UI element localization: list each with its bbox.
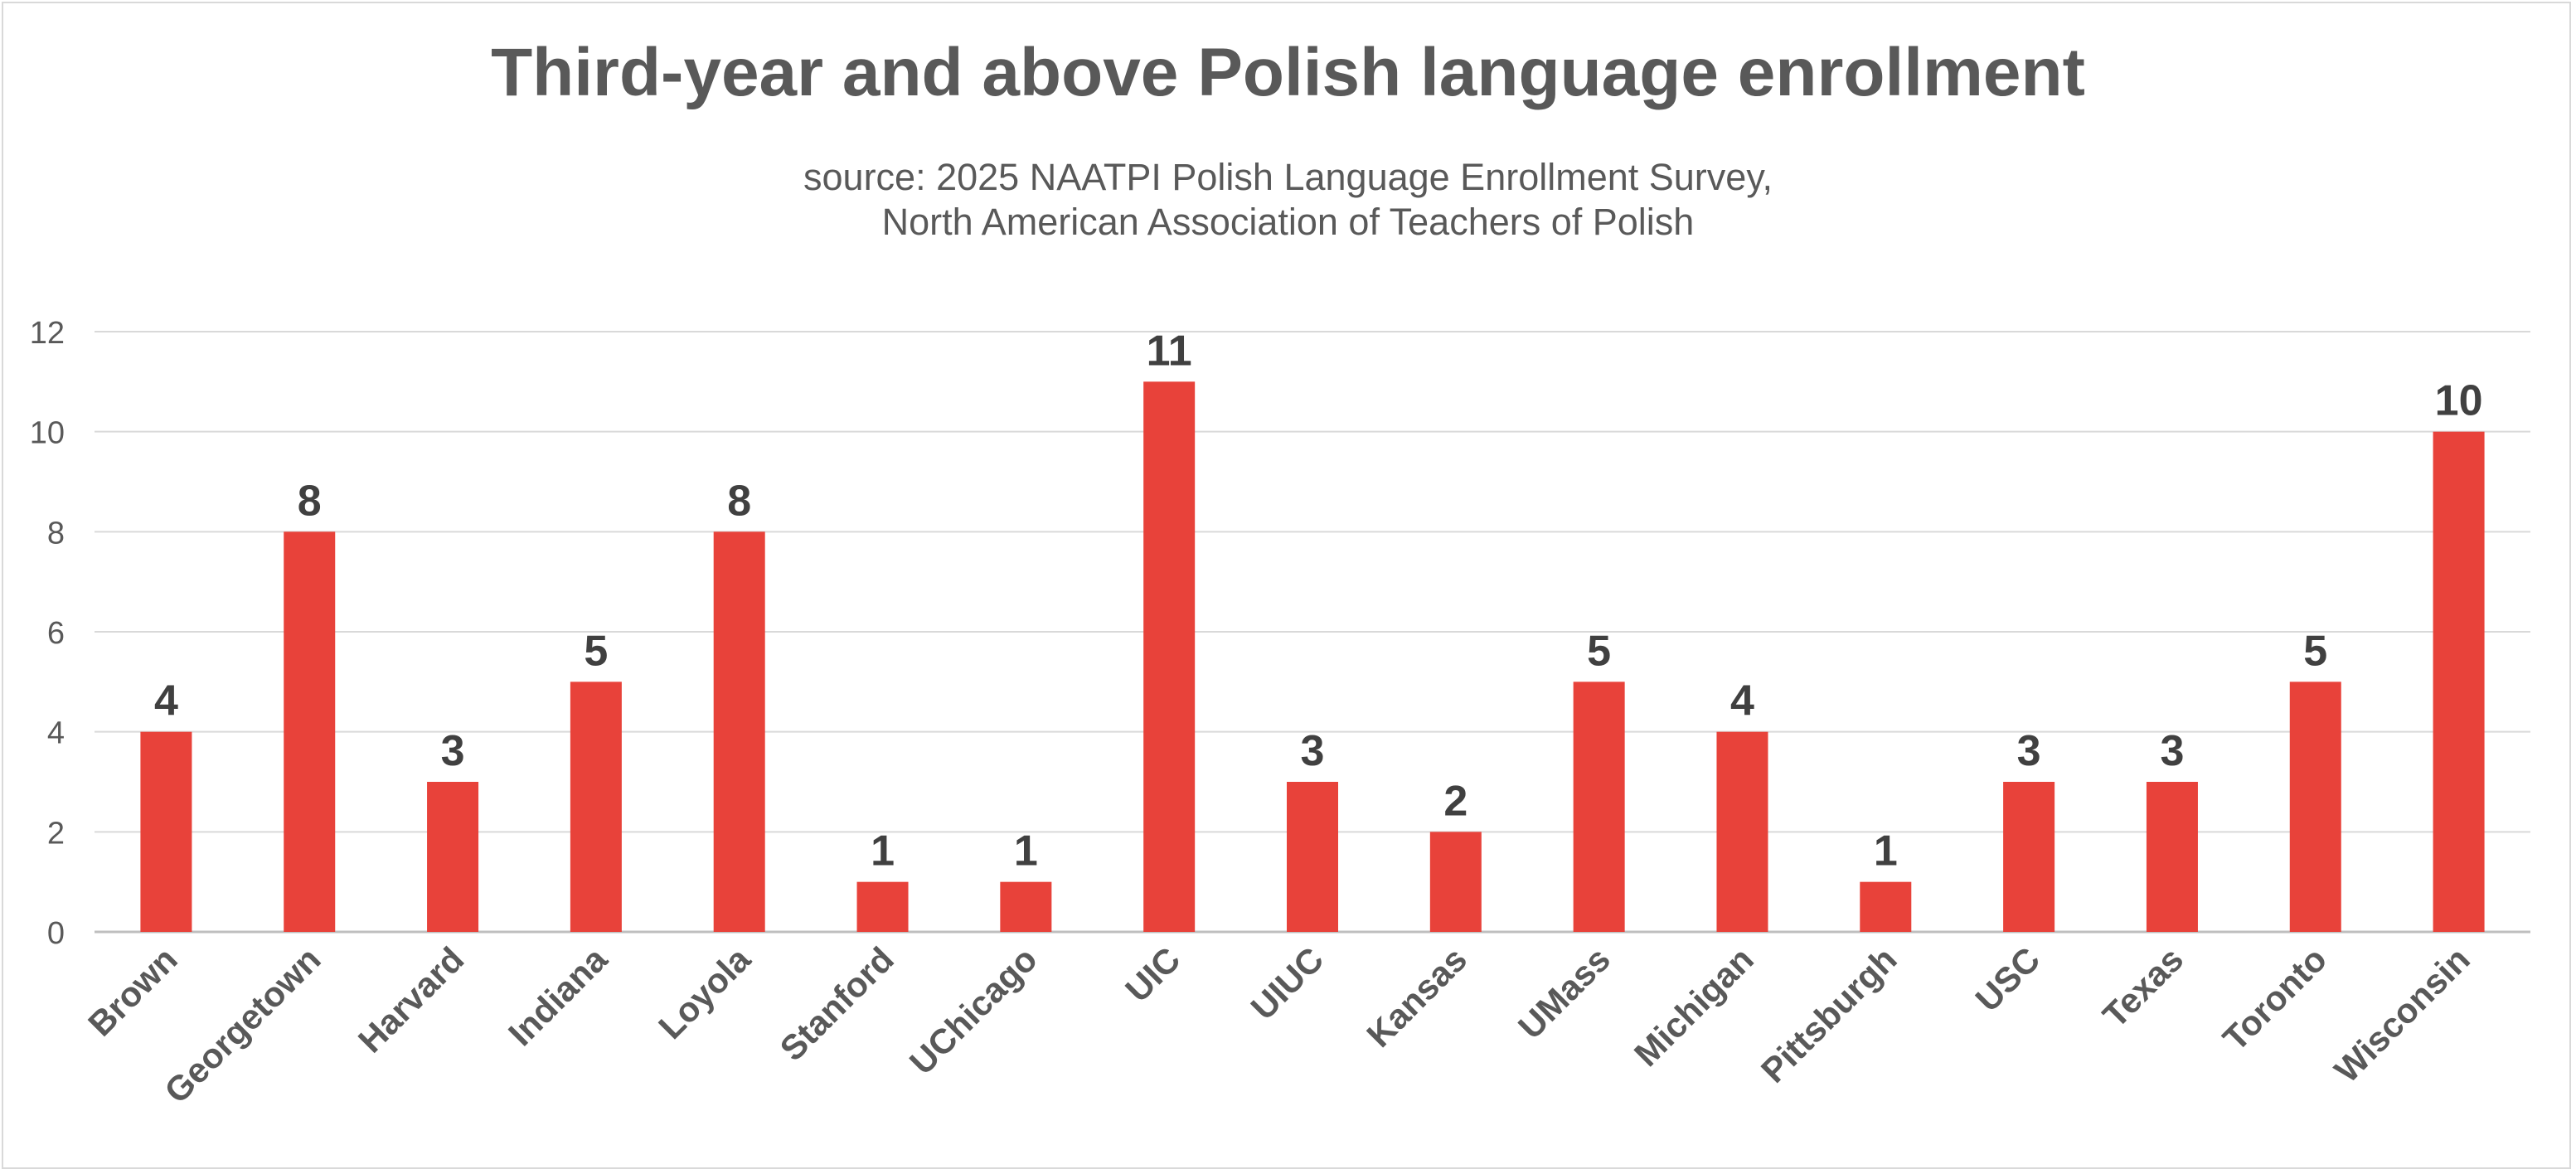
bar-kansas	[1429, 832, 1482, 932]
x-tick-label-umass: UMass	[1511, 939, 1618, 1046]
x-tick-label-kansas: Kansas	[1359, 939, 1474, 1055]
data-label-indiana: 5	[584, 627, 608, 675]
bar-uchicago	[1000, 881, 1052, 932]
chart-subtitle-line-1: source: 2025 NAATPI Polish Language Enro…	[803, 156, 1773, 198]
x-tick-label-toronto: Toronto	[2215, 939, 2334, 1058]
x-tick-label-indiana: Indiana	[501, 939, 615, 1054]
y-tick-label: 4	[47, 716, 65, 751]
data-label-toronto: 5	[2303, 627, 2327, 675]
data-label-uiuc: 3	[1301, 727, 1325, 775]
data-label-wisconsin: 10	[2435, 377, 2483, 425]
x-tick-label-harvard: Harvard	[351, 939, 471, 1060]
bar-usc	[2003, 782, 2055, 932]
bar-texas	[2146, 782, 2198, 932]
x-tick-label-uchicago: UChicago	[902, 939, 1045, 1082]
data-label-stanford: 1	[871, 827, 895, 876]
data-label-kansas: 2	[1443, 777, 1467, 825]
bar-harvard	[427, 782, 479, 932]
bar-umass	[1573, 682, 1625, 932]
chart-title: Third-year and above Polish language enr…	[491, 35, 2085, 110]
y-tick-label: 2	[47, 816, 65, 851]
data-label-usc: 3	[2017, 727, 2041, 775]
x-tick-label-usc: USC	[1968, 939, 2048, 1019]
x-tick-label-michigan: Michigan	[1627, 939, 1761, 1074]
data-label-texas: 3	[2160, 727, 2184, 775]
data-label-uic: 11	[1147, 327, 1192, 375]
y-axis-tick-labels: 0 2 4 6 8 10 12	[30, 316, 65, 951]
y-tick-label: 0	[47, 916, 65, 951]
x-tick-label-stanford: Stanford	[773, 939, 901, 1068]
data-label-loyola: 8	[727, 477, 751, 525]
bar-toronto	[2289, 682, 2341, 932]
bar-uic	[1143, 381, 1196, 932]
bar-brown	[140, 731, 192, 932]
data-label-harvard: 3	[441, 727, 465, 775]
x-tick-label-wisconsin: Wisconsin	[2326, 939, 2477, 1089]
data-label-umass: 5	[1587, 627, 1611, 675]
bar-michigan	[1716, 731, 1768, 932]
y-tick-label: 10	[30, 416, 65, 451]
y-tick-label: 6	[47, 616, 65, 651]
bars	[140, 381, 2485, 932]
x-tick-label-texas: Texas	[2095, 939, 2190, 1035]
data-label-michigan: 4	[1730, 677, 1754, 725]
data-label-pittsburgh: 1	[1874, 827, 1898, 876]
bar-georgetown	[284, 531, 336, 932]
x-tick-label-uic: UIC	[1118, 939, 1187, 1009]
x-tick-label-brown: Brown	[80, 939, 185, 1044]
data-label-brown: 4	[154, 677, 178, 725]
x-tick-label-uiuc: UIUC	[1244, 939, 1332, 1027]
bar-pittsburgh	[1860, 881, 1912, 932]
y-tick-label: 8	[47, 516, 65, 551]
bar-indiana	[570, 682, 622, 932]
chart-subtitle-line-2: North American Association of Teachers o…	[881, 201, 1695, 243]
data-label-uchicago: 1	[1014, 827, 1038, 876]
bar-stanford	[856, 881, 909, 932]
x-tick-label-loyola: Loyola	[651, 939, 758, 1046]
data-label-georgetown: 8	[298, 477, 322, 525]
bar-uiuc	[1287, 782, 1338, 932]
bar-wisconsin	[2433, 431, 2485, 932]
y-tick-label: 12	[30, 316, 65, 351]
x-tick-label-pittsburgh: Pittsburgh	[1754, 939, 1904, 1090]
bar-loyola	[713, 531, 765, 932]
